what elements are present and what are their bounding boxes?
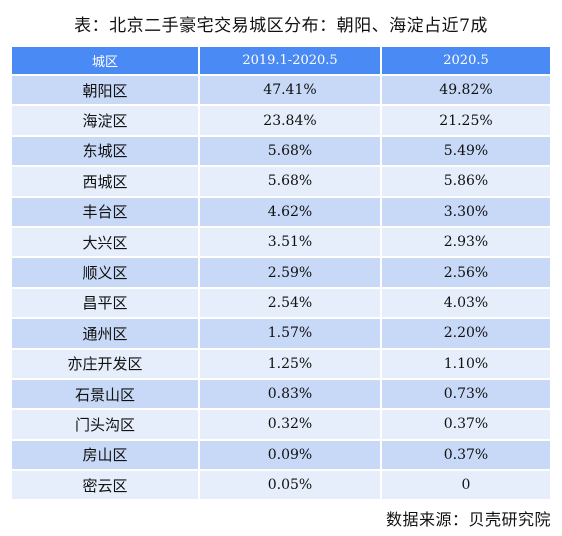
share-2020-5-cell: 2.93%	[382, 227, 550, 257]
share-2020-5-cell: 3.30%	[382, 197, 550, 226]
table-title: 表：北京二手豪宅交易城区分布：朝阳、海淀占近7成	[74, 16, 488, 36]
table-row: 丰台区 4.62% 3.30%	[12, 197, 550, 226]
share-2019-2020-cell: 3.51%	[200, 227, 380, 257]
table-row: 东城区 5.68% 5.49%	[12, 136, 550, 166]
share-2020-5-cell: 2.56%	[382, 258, 550, 287]
share-2020-5-cell: 49.82%	[382, 76, 550, 105]
table-row: 顺义区 2.59% 2.56%	[12, 258, 550, 287]
table-row: 大兴区 3.51% 2.93%	[12, 227, 550, 257]
table-row: 海淀区 23.84% 21.25%	[12, 106, 550, 135]
district-name-cell: 石景山区	[12, 379, 198, 409]
share-2019-2020-cell: 5.68%	[200, 136, 380, 166]
table-row: 石景山区 0.83% 0.73%	[12, 379, 550, 409]
district-name-cell: 房山区	[12, 440, 198, 470]
share-2020-5-cell: 21.25%	[382, 106, 550, 135]
header-district: 城区	[12, 47, 198, 74]
table-row: 西城区 5.68% 5.86%	[12, 167, 550, 196]
share-2019-2020-cell: 47.41%	[200, 76, 380, 105]
share-2019-2020-cell: 0.32%	[200, 410, 380, 439]
share-2020-5-cell: 0.37%	[382, 440, 550, 470]
share-2020-5-cell: 4.03%	[382, 288, 550, 318]
table-row: 朝阳区 47.41% 49.82%	[12, 76, 550, 105]
share-2020-5-cell: 0.37%	[382, 410, 550, 439]
share-2019-2020-cell: 23.84%	[200, 106, 380, 135]
share-2019-2020-cell: 5.68%	[200, 167, 380, 196]
share-2020-5-cell: 5.86%	[382, 167, 550, 196]
data-source-note: 数据来源：贝壳研究院	[385, 510, 551, 529]
table-row: 昌平区 2.54% 4.03%	[12, 288, 550, 318]
table-row: 房山区 0.09% 0.37%	[12, 440, 550, 470]
share-2019-2020-cell: 0.05%	[200, 471, 380, 500]
share-2020-5-cell: 2.20%	[382, 319, 550, 348]
header-2020-5: 2020.5	[382, 47, 550, 74]
table-row: 门头沟区 0.32% 0.37%	[12, 410, 550, 439]
district-name-cell: 朝阳区	[12, 76, 198, 105]
share-2020-5-cell: 1.10%	[382, 349, 550, 378]
district-name-cell: 大兴区	[12, 227, 198, 257]
share-2020-5-cell: 5.49%	[382, 136, 550, 166]
district-name-cell: 东城区	[12, 136, 198, 166]
share-2020-5-cell: 0.73%	[382, 379, 550, 409]
district-name-cell: 顺义区	[12, 258, 198, 287]
district-name-cell: 亦庄开发区	[12, 349, 198, 378]
district-name-cell: 海淀区	[12, 106, 198, 135]
share-2019-2020-cell: 1.57%	[200, 319, 380, 348]
table-row: 亦庄开发区 1.25% 1.10%	[12, 349, 550, 378]
district-name-cell: 通州区	[12, 319, 198, 348]
district-name-cell: 昌平区	[12, 288, 198, 318]
share-2019-2020-cell: 1.25%	[200, 349, 380, 378]
share-2020-5-cell: 0	[382, 471, 550, 500]
table-row: 通州区 1.57% 2.20%	[12, 319, 550, 348]
district-distribution-table: 城区 2019.1-2020.5 2020.5 朝阳区 47.41% 49.82% 海…	[10, 45, 552, 501]
district-name-cell: 西城区	[12, 167, 198, 196]
share-2019-2020-cell: 2.59%	[200, 258, 380, 287]
district-name-cell: 门头沟区	[12, 410, 198, 439]
table-row: 密云区 0.05% 0	[12, 471, 550, 500]
share-2019-2020-cell: 4.62%	[200, 197, 380, 226]
district-name-cell: 密云区	[12, 471, 198, 500]
district-name-cell: 丰台区	[12, 197, 198, 226]
share-2019-2020-cell: 2.54%	[200, 288, 380, 318]
share-2019-2020-cell: 0.09%	[200, 440, 380, 470]
header-period-2019-2020: 2019.1-2020.5	[200, 47, 380, 74]
table-header-row: 城区 2019.1-2020.5 2020.5	[12, 47, 550, 74]
share-2019-2020-cell: 0.83%	[200, 379, 380, 409]
